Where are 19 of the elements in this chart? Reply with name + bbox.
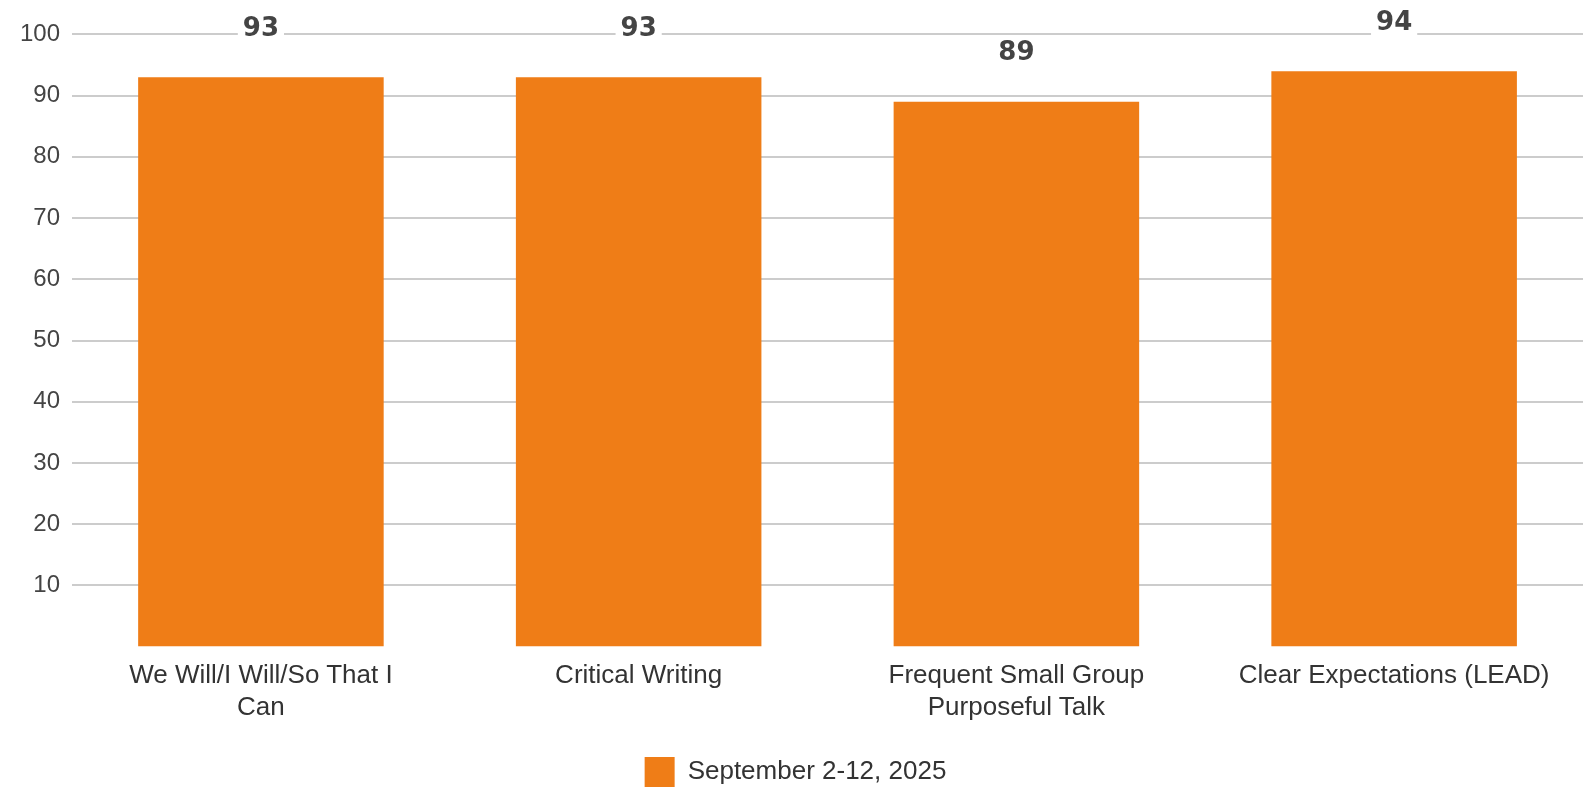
x-tick-label: Frequent Small Group Purposeful Talk <box>888 659 1145 721</box>
y-tick-label: 40 <box>33 386 61 414</box>
data-label: 89 <box>998 36 1035 67</box>
y-tick-label: 30 <box>33 447 61 475</box>
y-tick-label: 10 <box>33 570 61 598</box>
y-tick-label: 60 <box>33 263 61 291</box>
x-tick-label: Clear Expectations (LEAD) <box>1238 659 1550 690</box>
x-tick-label: We Will/I Will/So That I Can <box>129 659 393 721</box>
legend-label: September 2-12, 2025 <box>687 755 947 786</box>
data-label: 93 <box>620 12 657 42</box>
y-tick-label: 70 <box>33 202 61 230</box>
x-tick-label: Critical Writing <box>555 659 723 690</box>
y-tick-label: 90 <box>33 80 61 108</box>
y-tick-label: 20 <box>33 508 61 536</box>
data-label: 93 <box>242 12 280 42</box>
y-tick-label: 50 <box>33 325 61 353</box>
y-tick-label: 100 <box>20 19 61 47</box>
y-tick-label: 80 <box>33 141 61 169</box>
data-label: 94 <box>1376 5 1413 36</box>
